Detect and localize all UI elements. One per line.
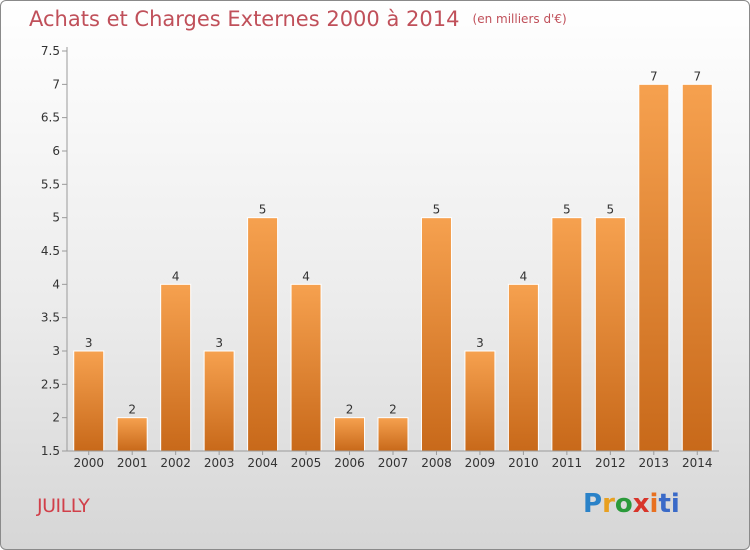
x-axis: 2000 2001 2002 2003 2004 2005 2006 2007 2008 2009… <box>67 450 719 470</box>
bar <box>116 417 148 452</box>
y-tick-label: 1.5 <box>41 444 60 458</box>
x-tick-label: 2001 <box>117 456 148 470</box>
bar-value-label: 3 <box>476 336 484 350</box>
logo-letter: r <box>602 489 615 519</box>
bar-value-label: 7 <box>693 69 701 83</box>
y-axis: 1.5 2 2.5 3 3.5 4 4.5 5 5.5 6 6.5 7 7.5 <box>41 44 68 458</box>
bar <box>290 283 322 452</box>
x-tick-label: 2003 <box>204 456 235 470</box>
bar-value-label: 3 <box>215 336 223 350</box>
bar-value-label: 7 <box>650 69 658 83</box>
y-tick-label: 3 <box>52 344 60 358</box>
bar-value-label: 5 <box>563 203 571 217</box>
logo-letter: o <box>614 489 633 519</box>
commune-name: JUILLY <box>37 495 90 517</box>
bar-value-label: 5 <box>433 203 441 217</box>
bar <box>681 83 713 452</box>
y-tick-label: 5.5 <box>41 177 60 191</box>
logo-letter: x <box>632 489 650 519</box>
logo-letter: P <box>583 489 603 519</box>
bar <box>160 283 192 452</box>
y-tick-label: 4.5 <box>41 244 60 258</box>
x-tick-label: 2010 <box>508 456 539 470</box>
bar <box>594 217 626 452</box>
x-tick-label: 2002 <box>160 456 191 470</box>
y-tick-label: 5 <box>52 211 60 225</box>
y-tick-label: 7.5 <box>41 44 60 58</box>
bar <box>247 217 279 452</box>
x-tick-label: 2000 <box>73 456 104 470</box>
x-tick-label: 2007 <box>378 456 409 470</box>
chart-title-block: Achats et Charges Externes 2000 à 2014 (… <box>29 7 567 31</box>
y-tick-label: 3.5 <box>41 311 60 325</box>
y-tick-label: 2 <box>52 411 60 425</box>
bar <box>377 417 409 452</box>
bar <box>464 350 496 452</box>
y-tick-label: 4 <box>52 277 60 291</box>
bar-value-label: 5 <box>259 203 267 217</box>
bar <box>638 83 670 452</box>
bar <box>334 417 366 452</box>
chart-title: Achats et Charges Externes 2000 à 2014 <box>29 7 460 31</box>
logo-letter: ti <box>658 489 680 519</box>
x-tick-label: 2004 <box>247 456 278 470</box>
x-tick-label: 2013 <box>639 456 670 470</box>
y-tick-label: 2.5 <box>41 377 60 391</box>
x-tick-label: 2008 <box>421 456 452 470</box>
bar <box>507 283 539 452</box>
bar <box>551 217 583 452</box>
chart-subtitle: (en milliers d'€) <box>472 12 567 26</box>
bar-value-label: 2 <box>128 403 136 417</box>
bar-value-label: 4 <box>302 269 310 283</box>
x-tick-label: 2006 <box>334 456 365 470</box>
y-tick-label: 6 <box>52 144 60 158</box>
x-tick-label: 2005 <box>291 456 322 470</box>
bar-value-label: 3 <box>85 336 93 350</box>
x-tick-label: 2009 <box>465 456 496 470</box>
bar-value-label: 4 <box>172 269 180 283</box>
x-tick-label: 2012 <box>595 456 626 470</box>
bars-group: 3 2 4 3 5 4 2 2 5 3 4 5 5 7 7 <box>73 69 713 452</box>
bar-value-label: 4 <box>520 269 528 283</box>
logo-letter: i <box>649 489 659 519</box>
bar-value-label: 2 <box>346 403 354 417</box>
y-tick-label: 7 <box>52 77 60 91</box>
bar <box>203 350 235 452</box>
bar-value-label: 5 <box>607 203 615 217</box>
y-tick-label: 6.5 <box>41 111 60 125</box>
bar <box>73 350 105 452</box>
x-tick-label: 2011 <box>552 456 583 470</box>
x-tick-label: 2014 <box>682 456 713 470</box>
bar-value-label: 2 <box>389 403 397 417</box>
proxiti-logo: Proxiti <box>583 489 680 519</box>
bar <box>420 217 452 452</box>
